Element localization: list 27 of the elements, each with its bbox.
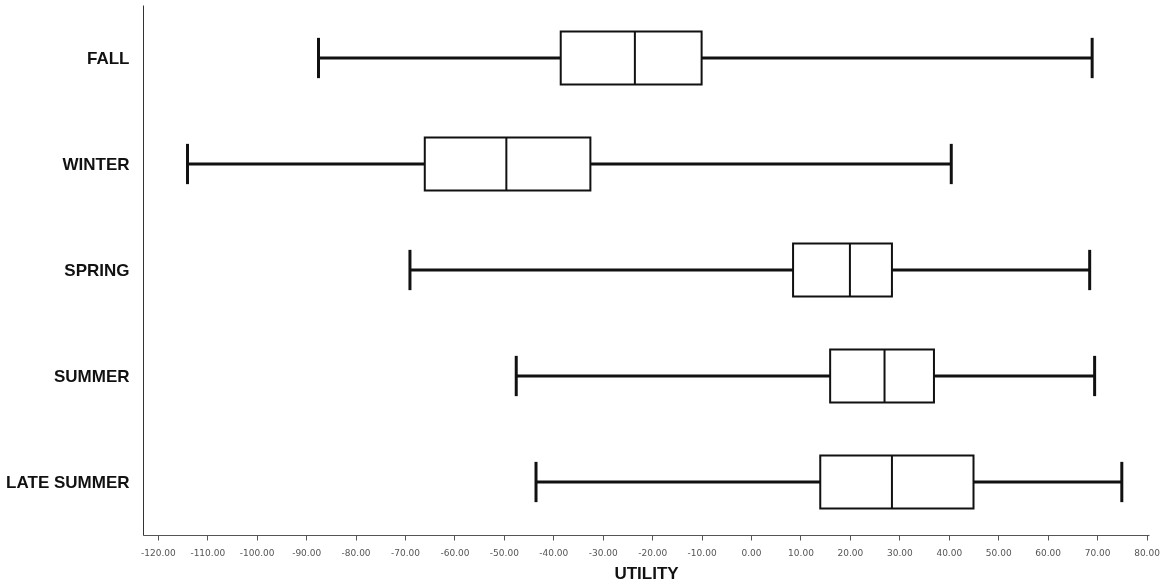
x-tick-label: 10.00 [788,547,815,558]
x-tick-label: 40.00 [936,547,963,558]
x-tick-label: -20.00 [638,547,668,558]
x-tick-label: 60.00 [1035,547,1062,558]
x-tick-label: -70.00 [391,547,421,558]
x-tick-label: 20.00 [837,547,864,558]
y-tick-label: LATE SUMMER [6,472,130,492]
y-tick-label: SPRING [64,260,130,280]
x-tick-label: 50.00 [985,547,1012,558]
x-tick-label: -80.00 [341,547,371,558]
x-axis-title: UTILITY [614,563,680,583]
x-tick-label: 30.00 [886,547,914,558]
x-tick-label: -120.00 [140,547,176,558]
x-tick-label: -30.00 [588,547,619,558]
x-tick-label: 0.00 [741,547,762,558]
x-tick-label: -60.00 [440,547,470,558]
x-tick-label: -90.00 [292,547,322,558]
x-tick-label: -50.00 [489,547,520,558]
x-tick-label: -100.00 [239,547,275,558]
y-tick-label: FALL [87,48,130,68]
y-tick-label: SUMMER [53,366,130,386]
x-tick-label: -110.00 [190,547,226,558]
x-tick-label: 70.00 [1084,547,1111,558]
x-tick-label: -10.00 [687,547,717,558]
x-tick-label: 80.00 [1134,547,1161,558]
y-tick-label: WINTER [62,154,130,174]
x-tick-label: -40.00 [539,547,569,558]
